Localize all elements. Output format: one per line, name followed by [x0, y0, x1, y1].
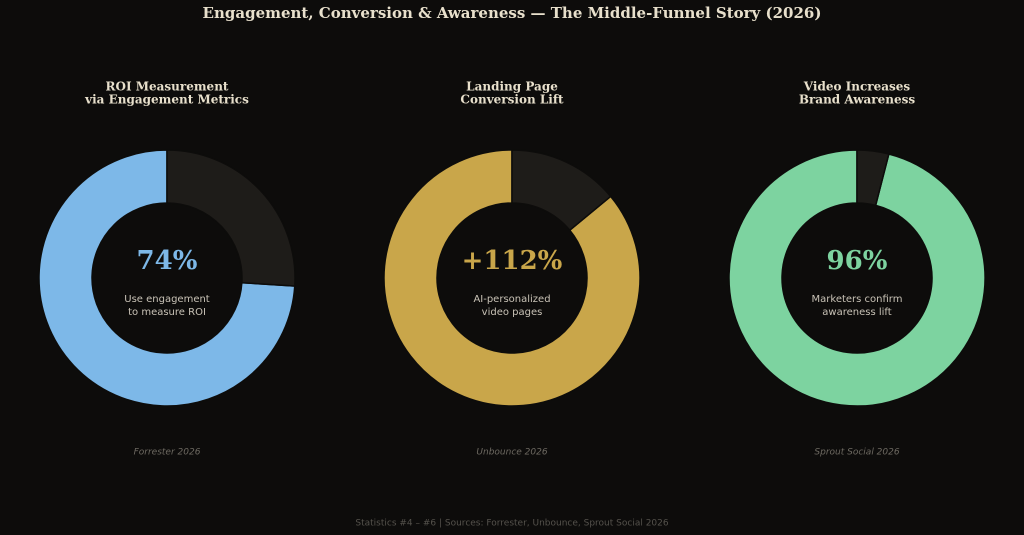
- caption: Use engagement: [124, 294, 210, 305]
- donut-segment: [511, 149, 612, 232]
- chart-title: Conversion Lift: [460, 93, 564, 107]
- page-title: Engagement, Conversion & Awareness — The…: [203, 4, 822, 22]
- caption: awareness lift: [822, 307, 891, 318]
- donut-segment: [166, 149, 296, 287]
- caption: Marketers confirm: [812, 294, 903, 305]
- chart-title: Brand Awareness: [799, 93, 916, 107]
- donut-segment: [856, 149, 890, 207]
- chart-title: Video Increases: [803, 80, 911, 94]
- caption: AI-personalized: [473, 294, 550, 305]
- chart-title: via Engagement Metrics: [84, 93, 249, 107]
- donut-segment: [38, 149, 296, 407]
- footer: Statistics #4 – #6 | Sources: Forrester,…: [355, 519, 669, 529]
- donut-segment: [728, 149, 986, 407]
- headline: +112%: [462, 246, 563, 276]
- source: Sprout Social 2026: [814, 448, 899, 458]
- chart-title: ROI Measurement: [106, 80, 229, 94]
- source: Forrester 2026: [134, 448, 201, 458]
- caption: to measure ROI: [128, 307, 206, 318]
- headline: 96%: [827, 246, 888, 276]
- caption: video pages: [482, 307, 543, 318]
- headline: 74%: [137, 246, 198, 276]
- source: Unbounce 2026: [476, 448, 547, 458]
- donut-segment: [383, 149, 641, 407]
- chart-title: Landing Page: [466, 80, 558, 94]
